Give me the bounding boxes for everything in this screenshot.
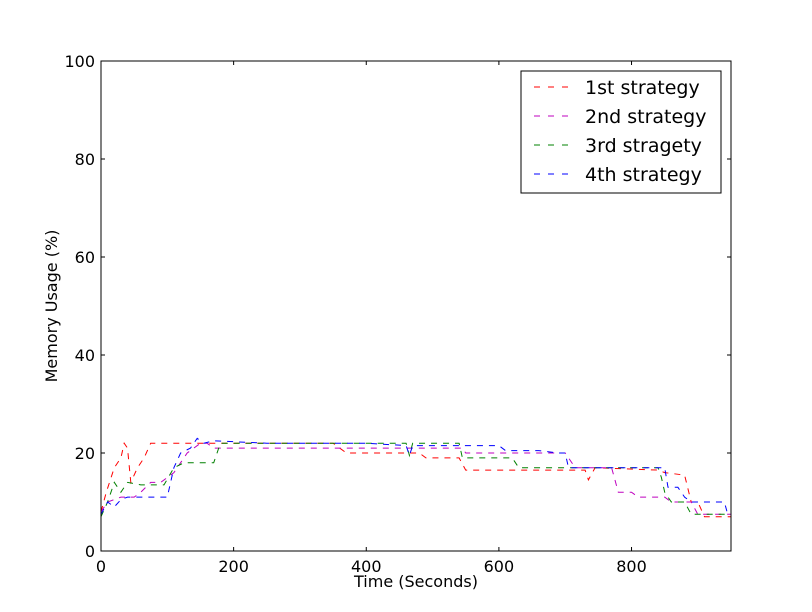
x-tick-label: 200 [218, 557, 249, 576]
x-tick-label: 400 [351, 557, 382, 576]
legend-label-4: 4th strategy [585, 164, 702, 186]
x-tick-label: 0 [96, 557, 106, 576]
series-line-3 [100, 442, 731, 517]
plot-frame [100, 60, 732, 552]
x-tick-label: 800 [616, 557, 647, 576]
x-axis-label: Time (Seconds) [353, 572, 478, 591]
y-axis-label: Memory Usage (%) [42, 230, 61, 383]
legend-box [520, 70, 722, 194]
legend-label-3: 3rd stragety [585, 135, 702, 157]
y-tick-label: 80 [75, 150, 95, 169]
series-line-1 [100, 441, 731, 518]
x-tick-label: 600 [484, 557, 515, 576]
series-layer [100, 437, 731, 518]
legend-label-2: 2nd strategy [585, 106, 706, 128]
y-tick-label: 40 [75, 346, 95, 365]
y-tick-label: 100 [64, 52, 95, 71]
y-tick-label: 60 [75, 248, 95, 267]
series-line-4 [100, 437, 731, 515]
tick-layer: 0 200 400 600 800 0 20 40 60 80 100 [64, 52, 731, 576]
y-tick-label: 20 [75, 444, 95, 463]
legend: 1st strategy 2nd strategy 3rd stragety 4th … [520, 70, 722, 194]
series-line-2 [100, 442, 731, 515]
legend-label-1: 1st strategy [585, 77, 700, 99]
y-tick-label: 0 [85, 542, 95, 561]
